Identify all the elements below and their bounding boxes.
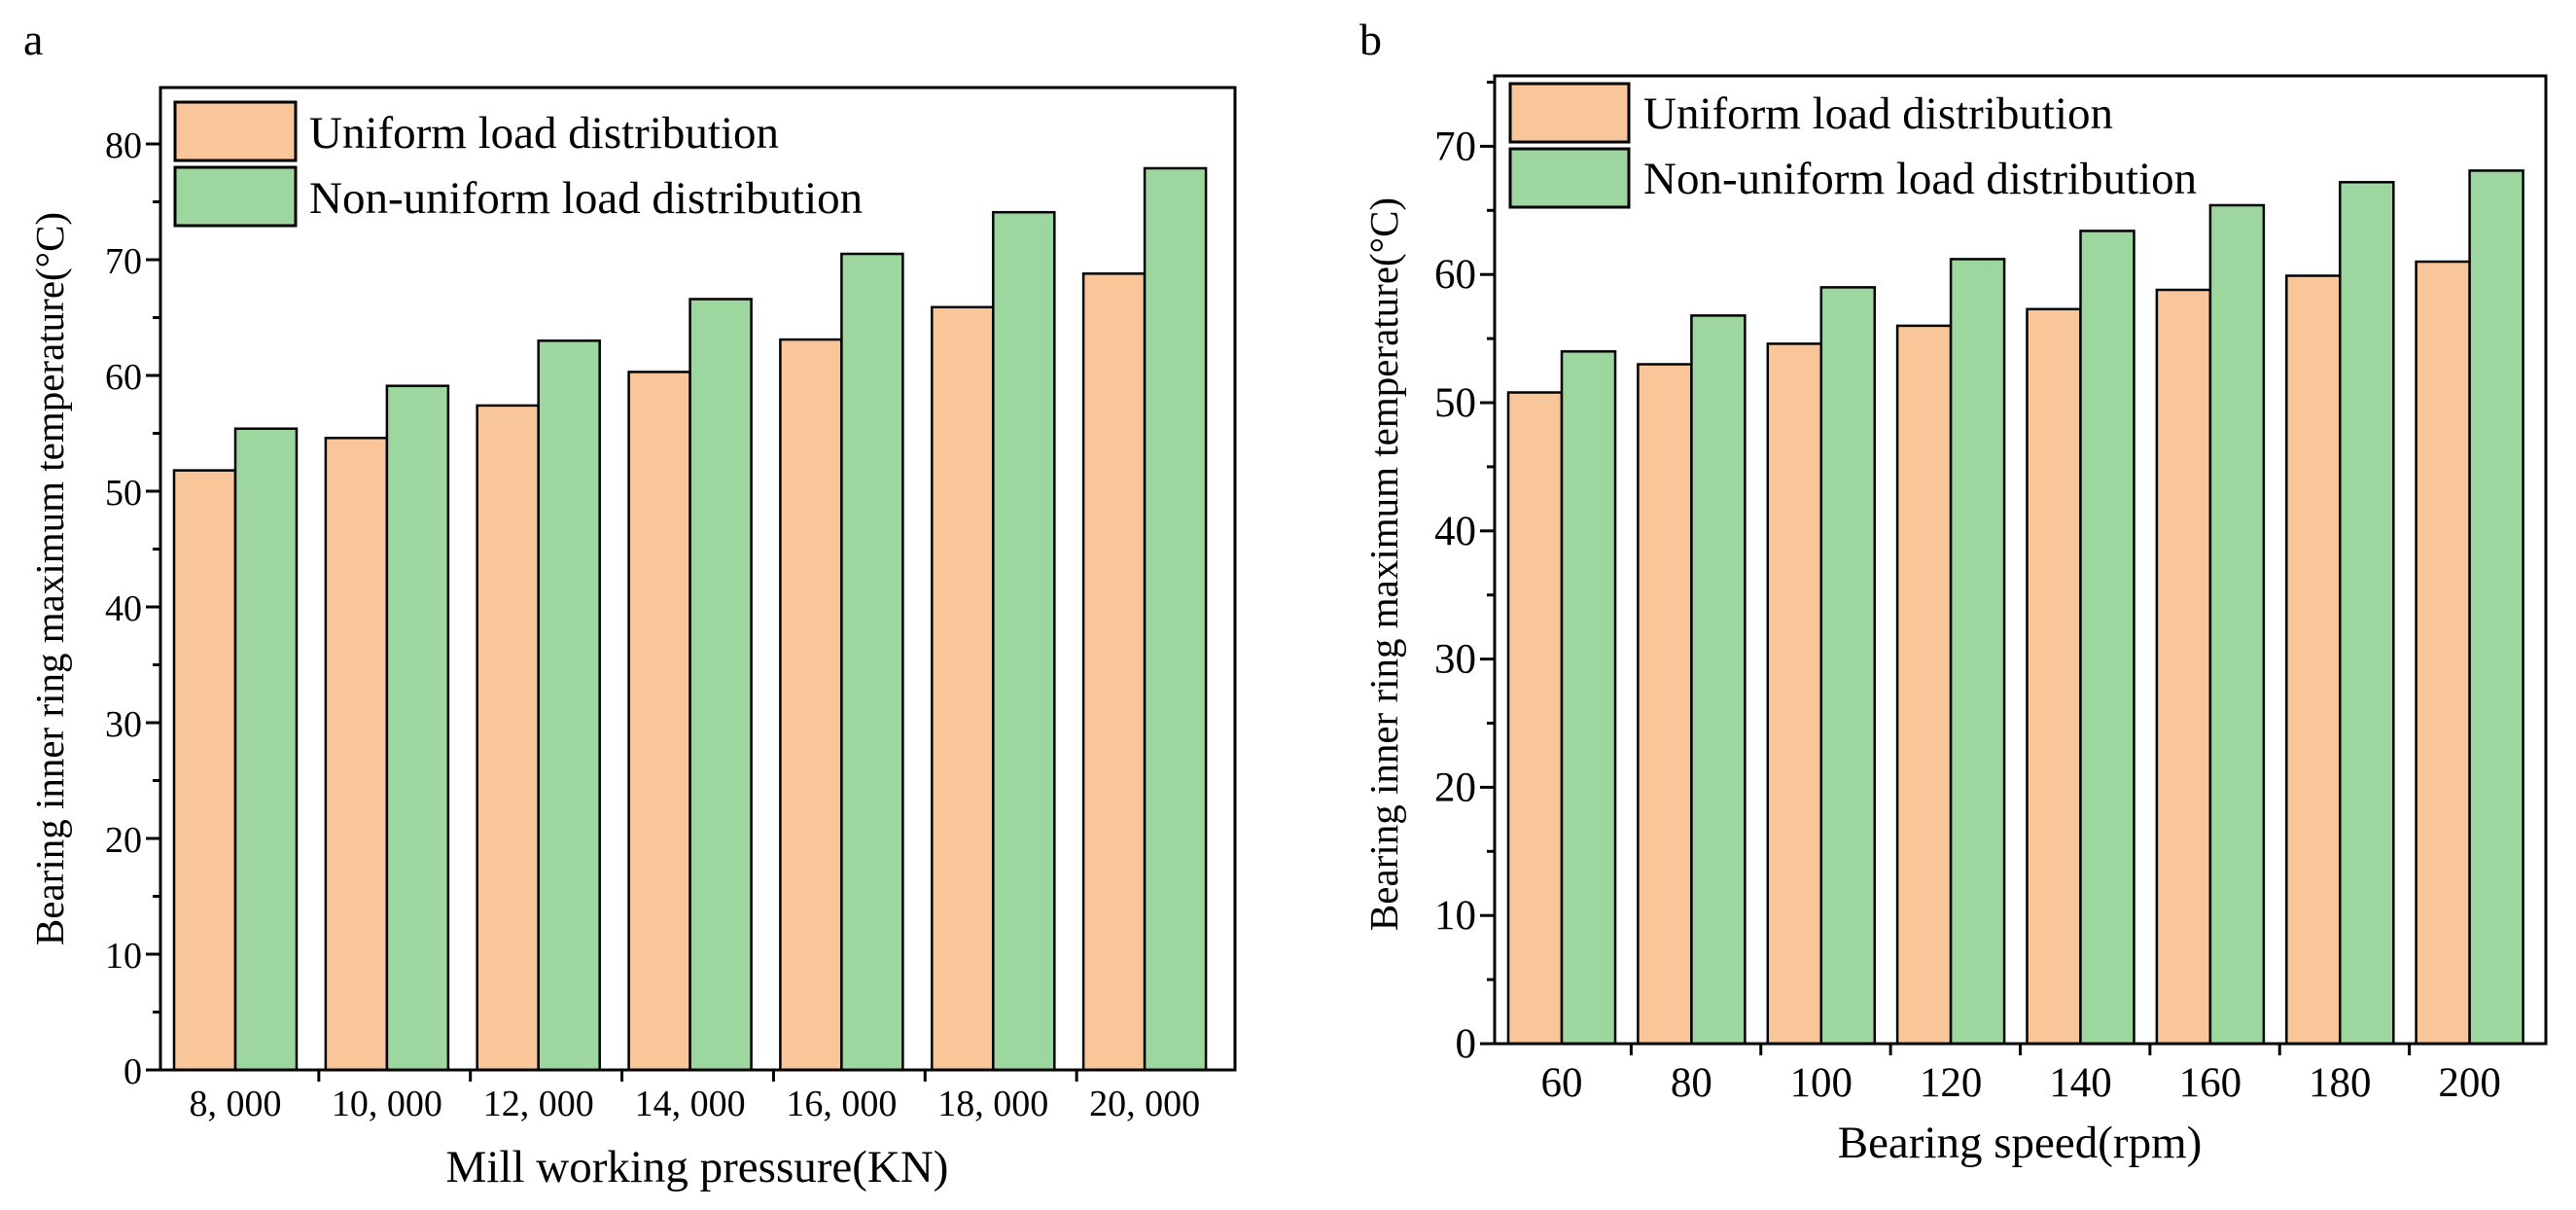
panel-a-bar-uniform-6: [931, 305, 995, 1072]
panel-b-bar-nonuniform-1: [1560, 350, 1617, 1046]
panel-a-y-tick-label: 0: [124, 1051, 142, 1092]
panel-a-label: a: [23, 15, 43, 64]
panel-b-y-tick-label: 10: [1434, 893, 1476, 939]
panel-a-y-tick-label: 70: [105, 241, 142, 282]
panel-b-bar-nonuniform-5: [2079, 230, 2135, 1046]
panel-a-y-tick-label: 20: [105, 820, 142, 861]
panel-b-x-tick-label: 80: [1671, 1060, 1712, 1106]
panel-b-plot-frame: [1493, 74, 2548, 1046]
panel-b-y-tick-label: 20: [1434, 765, 1476, 810]
panel-b: b 0 10 20 30 40 50 60 70 60 80 100 120 140 160 180 200…: [1359, 15, 2548, 1168]
panel-a-bar-nonuniform-2: [385, 384, 450, 1072]
panel-b-bar-nonuniform-7: [2339, 181, 2395, 1046]
panel-a-x-tick-label: 14, 000: [635, 1084, 746, 1124]
panel-a: a 0 10 20 30 40 50 60 70 80 8, 000 10, 000 12, 000…: [23, 15, 1237, 1192]
panel-b-legend-swatch-uniform: [1508, 82, 1631, 144]
panel-a-bar-nonuniform-6: [992, 210, 1056, 1072]
panel-b-bar-uniform-1: [1506, 391, 1564, 1046]
panel-a-x-tick-label: 8, 000: [190, 1084, 282, 1124]
panel-a-x-tick-label: 12, 000: [483, 1084, 594, 1124]
panel-a-bar-nonuniform-7: [1143, 166, 1208, 1072]
panel-a-x-tick-label: 16, 000: [786, 1084, 897, 1124]
panel-a-bar-uniform-1: [172, 469, 237, 1072]
panel-b-x-tick-label: 180: [2309, 1060, 2372, 1106]
panel-b-x-tick-label: 120: [1920, 1060, 1983, 1106]
panel-a-y-tick-label: 80: [105, 125, 142, 166]
panel-b-legend-label-nonuniform: Non-uniform load distribution: [1643, 154, 2197, 204]
panel-b-bar-uniform-3: [1766, 342, 1823, 1046]
panel-a-y-ticks: 0 10 20 30 40 50 60 70 80: [105, 125, 160, 1092]
panel-b-bar-nonuniform-8: [2468, 169, 2524, 1046]
panel-a-bars: [172, 166, 1208, 1072]
panel-b-legend: Uniform load distribution Non-uniform lo…: [1508, 82, 2197, 209]
panel-b-bar-uniform-7: [2285, 274, 2342, 1046]
panel-b-bar-nonuniform-2: [1690, 314, 1747, 1046]
panel-b-y-ticks: 0 10 20 30 40 50 60 70: [1434, 81, 1495, 1067]
panel-b-y-tick-label: 0: [1456, 1021, 1477, 1067]
panel-a-legend-swatch-uniform: [173, 100, 298, 162]
panel-a-plot-frame: [159, 86, 1237, 1072]
panel-b-y-tick-label: 30: [1434, 637, 1476, 683]
panel-a-x-axis-title: Mill working pressure(KN): [446, 1142, 949, 1192]
panel-b-x-tick-label: 160: [2179, 1060, 2242, 1106]
panel-a-x-tick-label: 18, 000: [937, 1084, 1048, 1124]
panel-a-bar-nonuniform-1: [233, 427, 299, 1072]
panel-b-y-tick-label: 60: [1434, 252, 1476, 298]
panel-a-bar-uniform-2: [324, 437, 389, 1072]
panel-b-x-tick-label: 140: [2049, 1060, 2112, 1106]
panel-a-y-tick-label: 30: [105, 704, 142, 745]
panel-a-x-tick-label: 10, 000: [332, 1084, 442, 1124]
panel-a-bar-uniform-4: [627, 371, 691, 1072]
panel-a-y-tick-label: 10: [105, 936, 142, 977]
panel-a-y-axis-title: Bearing inner ring maximum temperature(°…: [27, 212, 72, 945]
panel-a-bar-nonuniform-5: [840, 252, 904, 1072]
panel-b-y-tick-label: 50: [1434, 380, 1476, 426]
panel-b-x-tick-label: 100: [1790, 1060, 1853, 1106]
panel-a-legend-swatch-nonuniform: [173, 165, 298, 228]
panel-b-bars: [1506, 169, 2524, 1046]
panel-b-bar-uniform-8: [2415, 260, 2471, 1046]
panel-a-legend-label-uniform: Uniform load distribution: [309, 108, 779, 159]
panel-a-legend-label-nonuniform: Non-uniform load distribution: [309, 173, 863, 224]
panel-a-bar-uniform-3: [476, 404, 540, 1072]
panel-b-bar-nonuniform-6: [2208, 203, 2266, 1046]
panel-b-bar-nonuniform-4: [1949, 258, 2006, 1046]
panel-a-x-ticks: 8, 000 10, 000 12, 000 14, 000 16, 000 18, 00…: [190, 1070, 1200, 1124]
panel-b-bar-uniform-2: [1637, 363, 1693, 1046]
panel-b-x-ticks: 60 80 100 120 140 160 180 200: [1541, 1044, 2501, 1106]
panel-b-y-tick-label: 40: [1434, 509, 1476, 554]
panel-b-bar-nonuniform-3: [1819, 286, 1877, 1046]
panel-a-bar-nonuniform-4: [688, 298, 753, 1072]
panel-b-y-tick-label: 70: [1434, 124, 1476, 169]
panel-a-y-tick-label: 50: [105, 473, 142, 514]
panel-b-legend-swatch-nonuniform: [1508, 147, 1631, 209]
panel-a-bar-uniform-7: [1081, 272, 1147, 1072]
panel-b-label: b: [1359, 15, 1382, 64]
panel-b-x-tick-label: 60: [1541, 1060, 1583, 1106]
panel-b-legend-label-uniform: Uniform load distribution: [1643, 89, 2113, 139]
panel-b-bar-uniform-6: [2155, 288, 2212, 1046]
panel-a-x-tick-label: 20, 000: [1089, 1084, 1200, 1124]
panel-b-bar-uniform-4: [1895, 324, 1953, 1046]
panel-b-bar-uniform-5: [2026, 307, 2082, 1046]
panel-a-y-tick-label: 60: [105, 357, 142, 398]
panel-b-x-axis-title: Bearing speed(rpm): [1838, 1118, 2203, 1168]
panel-a-bar-nonuniform-3: [537, 339, 601, 1072]
panel-a-y-tick-label: 40: [105, 588, 142, 629]
panel-a-bar-uniform-5: [779, 338, 843, 1072]
panel-b-x-tick-label: 200: [2438, 1060, 2501, 1106]
panel-a-legend: Uniform load distribution Non-uniform lo…: [173, 100, 863, 228]
panel-b-y-axis-title: Bearing inner ring maximum temperature(°…: [1361, 197, 1406, 931]
